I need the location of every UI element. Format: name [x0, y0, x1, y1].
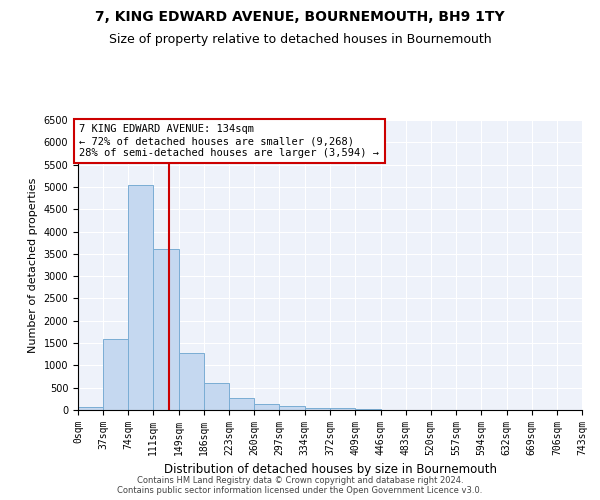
Bar — [128, 184, 153, 410]
Bar — [305, 408, 331, 410]
Bar — [103, 338, 128, 410]
Bar — [78, 406, 103, 410]
Bar — [179, 353, 204, 410]
Bar — [331, 408, 355, 410]
Text: 7 KING EDWARD AVENUE: 134sqm
← 72% of detached houses are smaller (9,268)
28% of: 7 KING EDWARD AVENUE: 134sqm ← 72% of de… — [79, 124, 379, 158]
Y-axis label: Number of detached properties: Number of detached properties — [28, 178, 38, 352]
Text: Contains HM Land Registry data © Crown copyright and database right 2024.
Contai: Contains HM Land Registry data © Crown c… — [118, 476, 482, 495]
Bar — [153, 250, 179, 410]
Bar — [355, 409, 380, 410]
Bar — [204, 383, 229, 410]
X-axis label: Distribution of detached houses by size in Bournemouth: Distribution of detached houses by size … — [163, 464, 497, 476]
Bar — [280, 406, 305, 410]
Text: 7, KING EDWARD AVENUE, BOURNEMOUTH, BH9 1TY: 7, KING EDWARD AVENUE, BOURNEMOUTH, BH9 … — [95, 10, 505, 24]
Bar — [229, 398, 254, 410]
Bar — [254, 404, 280, 410]
Text: Size of property relative to detached houses in Bournemouth: Size of property relative to detached ho… — [109, 32, 491, 46]
